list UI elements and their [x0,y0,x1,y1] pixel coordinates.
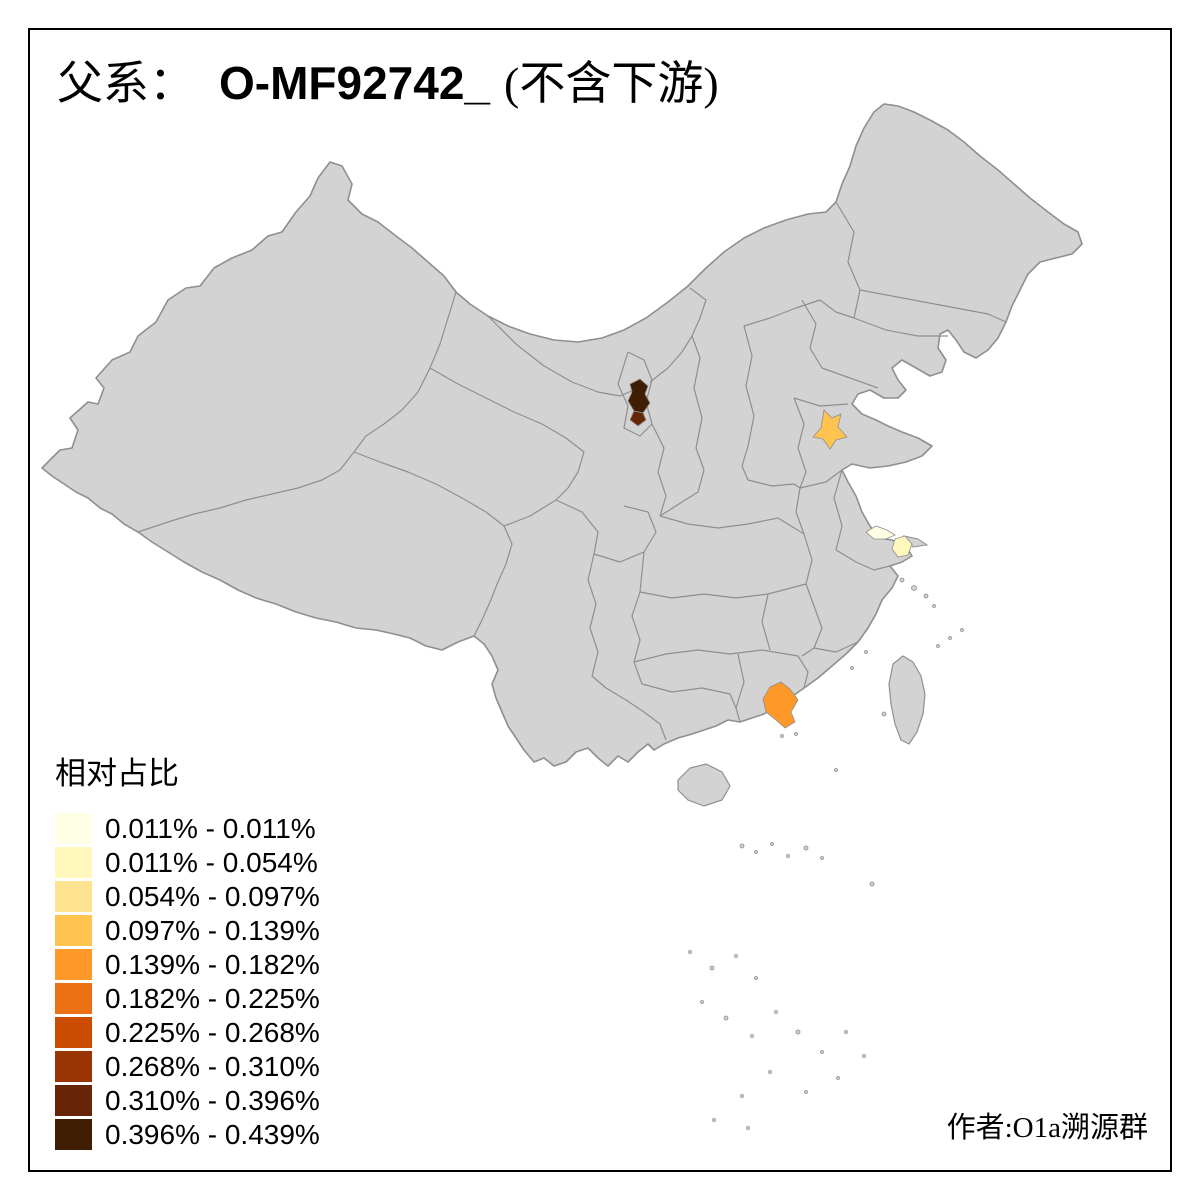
page-title: 父系： O-MF92742_ (不含下游) [57,58,719,110]
legend-label: 0.011% - 0.011% [105,812,316,844]
legend-item: 0.268% - 0.310% [55,1051,320,1082]
highlight-shandong [812,409,848,450]
author-credit: 作者:O1a溯源群 [946,1112,1148,1144]
legend: 相对占比 0.011% - 0.011% 0.011% - 0.054% 0.0… [55,748,320,1153]
legend-item: 0.310% - 0.396% [55,1085,320,1116]
province-borders [137,201,1007,741]
hainan-island [677,763,731,807]
legend-item: 0.011% - 0.011% [55,813,320,844]
legend-label: 0.011% - 0.054% [105,846,318,878]
legend-label: 0.310% - 0.396% [105,1084,320,1116]
highlight-guangdong [762,681,799,729]
legend-swatch [55,983,92,1014]
title-suffix: (不含下游) [504,58,719,109]
legend-label: 0.182% - 0.225% [105,982,320,1014]
legend-swatch [55,1051,92,1082]
legend-label: 0.139% - 0.182% [105,948,320,980]
legend-swatch [55,881,92,912]
legend-label: 0.396% - 0.439% [105,1118,320,1150]
legend-label: 0.268% - 0.310% [105,1050,320,1082]
legend-swatch [55,1119,92,1150]
highlight-ningxia-south [629,410,647,427]
legend-swatch [55,813,92,844]
legend-item: 0.182% - 0.225% [55,983,320,1014]
legend-item: 0.396% - 0.439% [55,1119,320,1150]
legend-title: 相对占比 [55,756,179,791]
legend-swatch [55,949,92,980]
legend-label: 0.054% - 0.097% [105,880,320,912]
legend-item: 0.225% - 0.268% [55,1017,320,1048]
title-prefix: 父系： [57,58,195,109]
legend-item: 0.011% - 0.054% [55,847,320,878]
legend-swatch [55,1085,92,1116]
legend-item: 0.054% - 0.097% [55,881,320,912]
highlight-shanghai-area [891,535,913,558]
legend-item: 0.097% - 0.139% [55,915,320,946]
legend-label: 0.097% - 0.139% [105,914,320,946]
highlight-jiangsu [865,525,896,540]
legend-swatch [55,1017,92,1048]
legend-item: 0.139% - 0.182% [55,949,320,980]
legend-swatch [55,847,92,878]
legend-swatch [55,915,92,946]
highlight-ningxia-dark [627,378,651,414]
legend-label: 0.225% - 0.268% [105,1016,320,1048]
title-haplogroup-code: O-MF92742_ [219,57,491,109]
coastal-islands [688,577,964,1130]
taiwan-island [888,655,926,745]
